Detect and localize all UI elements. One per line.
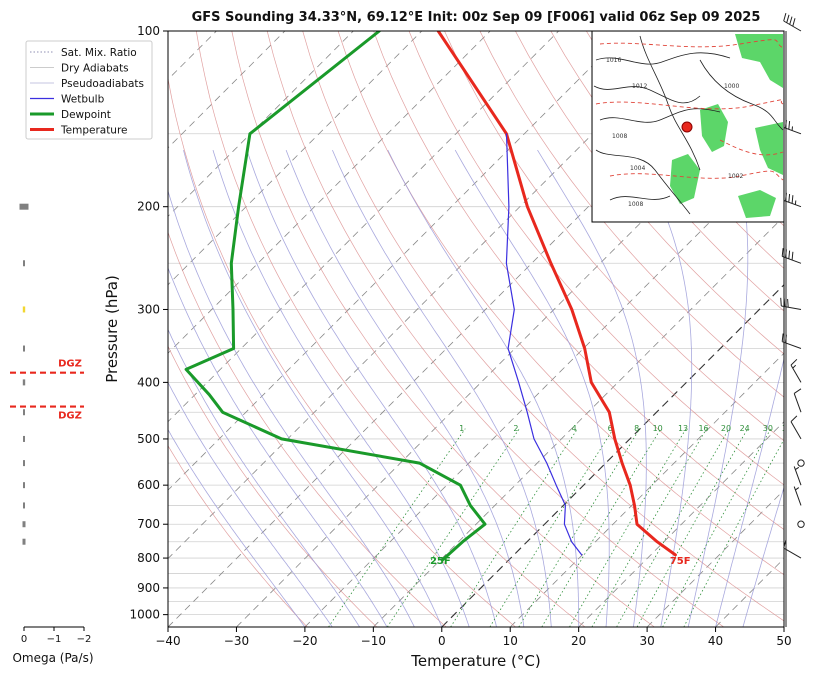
mixing-ratio-label: 1 [459,424,464,433]
legend-label: Sat. Mix. Ratio [61,47,137,59]
x-axis-label: Temperature (°C) [410,652,540,670]
omega-bar [23,460,25,466]
inset-isobar-label: 1008 [628,201,643,208]
mixing-ratio-label: 8 [634,424,639,433]
y-tick-label: 900 [137,581,160,595]
omega-bar [23,436,25,442]
x-tick-label: 50 [776,634,791,648]
y-tick-label: 400 [137,375,160,389]
omega-bar [23,379,25,385]
y-tick-label: 1000 [129,608,160,622]
x-tick-label: 30 [639,634,654,648]
x-tick-label: 40 [708,634,723,648]
x-tick-label: 0 [438,634,446,648]
inset-isobar-label: 1016 [606,57,621,64]
mixing-ratio-label: 10 [653,424,663,433]
inset-map: 1016 1012 1008 1004 1000 1002 1008 [592,31,784,222]
surface-label: 25F [430,556,451,567]
omega-bar [23,539,26,545]
inset-location-marker [682,122,692,132]
y-tick-label: 800 [137,551,160,565]
omega-tick-label: −1 [47,634,62,645]
x-tick-label: −10 [361,634,386,648]
chart-title: GFS Sounding 34.33°N, 69.12°E Init: 00z … [192,10,761,25]
legend-label: Pseudoadiabats [61,78,144,90]
mixing-ratio-label: 13 [678,424,688,433]
legend-label: Wetbulb [61,94,105,106]
x-tick-label: 10 [503,634,518,648]
mixing-ratio-label: 16 [698,424,708,433]
inset-isobar-label: 1004 [630,165,645,172]
legend-label: Temperature [60,125,128,137]
y-axis-label: Pressure (hPa) [103,275,121,383]
dgz-label: DGZ [58,411,82,422]
omega-tick-label: 0 [21,634,27,645]
y-tick-label: 600 [137,478,160,492]
omega-bar [23,482,25,488]
omega-bar [20,204,29,210]
legend: Sat. Mix. Ratio Dry Adiabats Pseudoadiabat… [26,41,152,139]
omega-bar [23,521,26,527]
inset-map-content: 1016 1012 1008 1004 1000 1002 1008 [593,32,783,221]
omega-axis-label: Omega (Pa/s) [12,651,93,665]
inset-isobar-label: 1002 [728,173,743,180]
x-tick-label: −40 [155,634,180,648]
y-tick-label: 200 [137,200,160,214]
omega-bar [23,409,25,415]
legend-label: Dry Adiabats [61,63,129,75]
legend-label: Dewpoint [61,109,111,121]
omega-bar [23,502,25,508]
y-tick-label: 100 [137,24,160,38]
mixing-ratio-label: 30 [763,424,773,433]
y-tick-label: 700 [137,517,160,531]
y-tick-label: 300 [137,302,160,316]
inset-isobar-label: 1012 [632,83,647,90]
omega-bar [23,260,25,266]
mixing-ratio-label: 20 [721,424,731,433]
x-tick-label: −30 [224,634,249,648]
omega-bar [23,306,25,312]
omega-bar [23,346,25,352]
mixing-ratio-label: 2 [513,424,518,433]
dgz-label: DGZ [58,359,82,370]
x-tick-label: −20 [292,634,317,648]
mixing-ratio-label: 24 [740,424,750,433]
inset-isobar-label: 1000 [724,83,739,90]
surface-label: 75F [670,556,691,567]
inset-isobar-label: 1008 [612,133,627,140]
x-tick-label: 20 [571,634,586,648]
omega-tick-label: −2 [77,634,92,645]
mixing-ratio-label: 4 [572,424,577,433]
y-tick-label: 500 [137,432,160,446]
